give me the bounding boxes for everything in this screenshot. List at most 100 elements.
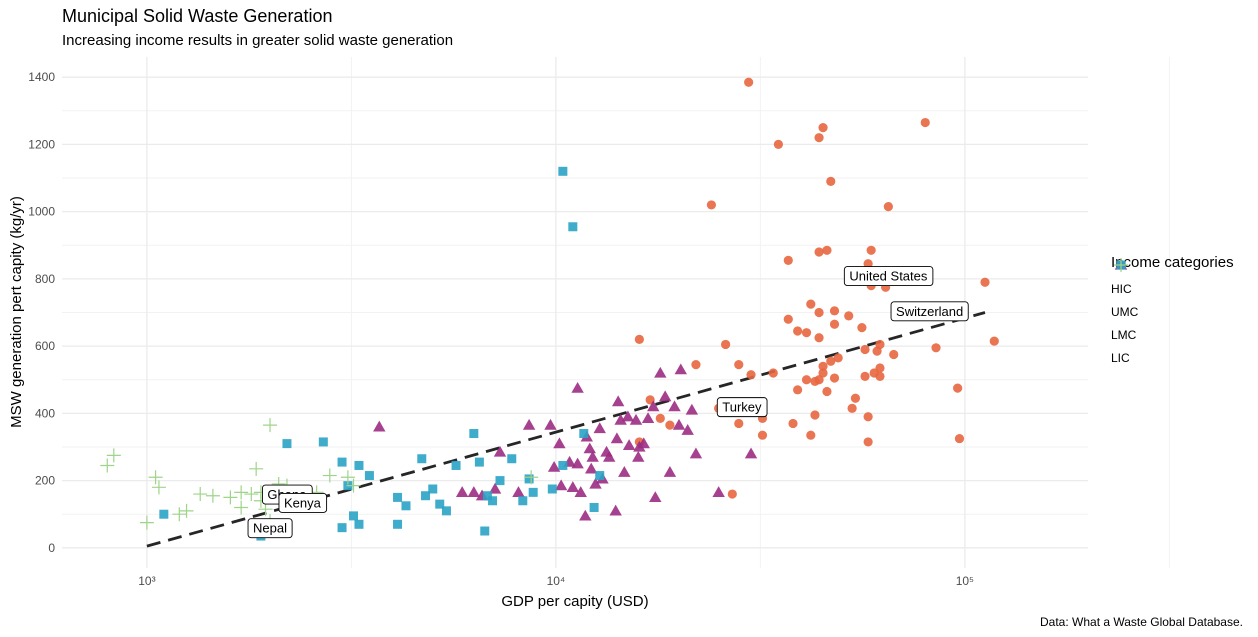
data-point-umc xyxy=(574,486,587,498)
data-point-hic xyxy=(810,410,820,420)
data-point-umc xyxy=(681,423,694,435)
data-point-umc xyxy=(614,413,627,425)
legend-label: HIC xyxy=(1111,281,1132,296)
data-point-hic xyxy=(665,420,675,430)
data-point-hic xyxy=(889,349,899,360)
data-point-umc xyxy=(744,447,758,459)
data-point-lmc xyxy=(507,454,517,464)
data-point-umc xyxy=(654,366,667,378)
data-point-hic xyxy=(768,368,778,378)
data-point-hic xyxy=(818,361,828,371)
x-axis-ticks: 10³ 10⁴ 10⁵ xyxy=(138,574,974,588)
data-point-lic xyxy=(100,458,115,473)
data-point-hic xyxy=(806,430,816,440)
data-point-lic xyxy=(524,470,539,485)
data-point-lmc xyxy=(595,471,605,481)
trend-line xyxy=(146,311,986,548)
data-point-hic xyxy=(931,343,941,353)
data-point-lmc xyxy=(401,501,411,511)
data-point-hic xyxy=(783,314,793,324)
data-point-lmc xyxy=(428,484,438,494)
data-point-umc xyxy=(689,447,703,459)
data-point-hic xyxy=(691,360,701,370)
data-point-umc xyxy=(663,465,677,477)
data-point-hic xyxy=(788,418,798,429)
data-point-hic xyxy=(744,77,754,87)
annotation-label: United States xyxy=(843,266,934,286)
data-point-umc xyxy=(571,457,584,469)
data-point-hic xyxy=(829,306,840,316)
data-point-umc xyxy=(579,509,592,521)
annotation-labels: United StatesSwitzerlandTurkeyGhanaKenya… xyxy=(247,266,969,539)
y-tick-label: 1400 xyxy=(28,70,55,84)
legend-item-lic: LIC xyxy=(1111,258,1234,369)
legend-label: LIC xyxy=(1111,350,1130,365)
data-point-lic xyxy=(234,500,249,515)
x-tick-label: 10⁵ xyxy=(956,574,974,588)
y-tick-label: 1200 xyxy=(28,137,55,151)
data-point-hic xyxy=(863,412,873,422)
data-point-lic xyxy=(148,470,163,485)
data-point-hic xyxy=(872,346,882,356)
data-point-lic xyxy=(106,448,121,463)
y-tick-label: 1000 xyxy=(28,205,55,219)
legend: Income categories HIC UMC LMC LIC xyxy=(1111,254,1234,369)
data-point-umc xyxy=(649,491,662,503)
data-point-hic xyxy=(734,418,744,429)
data-point-hic xyxy=(746,370,756,380)
data-point-lic xyxy=(249,461,264,476)
data-point-lmc xyxy=(579,429,589,439)
data-point-hic xyxy=(826,356,836,366)
data-point-lmc xyxy=(337,523,347,533)
data-point-hic xyxy=(814,307,824,318)
data-points xyxy=(100,77,999,541)
data-point-lic xyxy=(193,487,208,502)
data-point-hic xyxy=(883,202,893,212)
data-point-hic xyxy=(829,319,840,329)
data-point-lic xyxy=(179,503,194,518)
legend-label: UMC xyxy=(1111,304,1139,319)
data-point-umc xyxy=(621,410,635,422)
data-point-umc xyxy=(603,450,616,462)
data-point-lic xyxy=(205,488,220,503)
y-axis-label: MSW generation pert capity (kg/yr) xyxy=(8,196,25,428)
data-point-umc xyxy=(585,462,598,474)
data-point-hic xyxy=(814,247,824,257)
data-point-hic xyxy=(850,393,861,403)
data-point-hic xyxy=(814,133,824,143)
data-point-hic xyxy=(727,489,737,499)
data-point-umc xyxy=(712,486,725,498)
annotation-text: Switzerland xyxy=(896,304,963,319)
data-point-lmc xyxy=(488,496,498,506)
legend-item-hic: HIC xyxy=(1111,260,1234,300)
annotation-label: Nepal xyxy=(247,518,293,539)
annotation-box xyxy=(843,266,934,286)
data-point-lic xyxy=(139,515,154,530)
data-point-umc xyxy=(658,390,672,402)
data-point-umc xyxy=(629,413,643,425)
data-point-umc xyxy=(493,445,507,457)
data-point-lmc xyxy=(421,491,431,501)
data-point-lmc xyxy=(159,509,169,519)
chart-title: Municipal Solid Waste Generation xyxy=(62,6,333,26)
data-point-umc xyxy=(467,486,481,498)
data-point-umc xyxy=(512,486,525,498)
data-point-hic xyxy=(875,371,885,381)
data-point-umc xyxy=(522,418,536,430)
data-point-umc xyxy=(593,422,606,434)
annotation-label: Turkey xyxy=(716,397,768,418)
data-point-hic xyxy=(829,373,840,383)
y-tick-label: 200 xyxy=(35,474,55,488)
data-point-lmc xyxy=(349,511,359,521)
data-point-umc xyxy=(586,450,599,462)
data-point-lmc xyxy=(364,471,374,481)
data-point-lmc xyxy=(558,460,568,470)
data-point-lmc xyxy=(482,491,492,501)
data-point-hic xyxy=(721,339,731,350)
data-point-hic xyxy=(818,122,828,133)
data-point-hic xyxy=(844,311,854,321)
annotation-box xyxy=(716,397,768,418)
data-point-lmc xyxy=(393,519,403,529)
annotation-label: Switzerland xyxy=(890,301,969,322)
x-axis-label: GDP per capity (USD) xyxy=(501,593,648,610)
